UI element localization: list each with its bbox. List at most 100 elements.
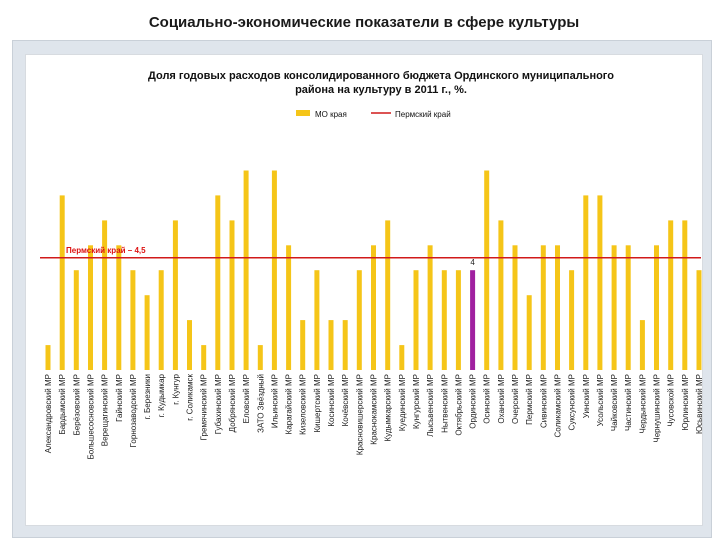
bar	[555, 245, 560, 370]
x-tick-label: ЗАТО Звёздный	[256, 374, 265, 433]
bar	[201, 345, 207, 370]
x-tick-label: Нытвенский МР	[440, 374, 449, 433]
x-tick-label: Чусовской МР	[667, 374, 676, 427]
x-tick-label: Кочёвский МР	[341, 374, 350, 426]
x-tick-label: Горнозаводский МР	[129, 374, 138, 447]
x-tick-label: Кунгурский МР	[412, 374, 421, 429]
bar	[583, 195, 589, 370]
x-tick-label: Суксунский МР	[568, 374, 577, 430]
bar	[271, 170, 277, 370]
slide-title: Социально-экономические показатели в сфе…	[148, 14, 580, 31]
x-tick-label: Ординский МР	[469, 374, 478, 429]
bar	[229, 220, 235, 370]
x-tick-label: Гайнский МР	[115, 374, 124, 422]
x-tick-label: Бардымский МР	[58, 374, 67, 435]
x-tick-label: Куединский МР	[398, 374, 407, 431]
x-tick-label: Краснокамский МР	[370, 374, 379, 445]
bar	[73, 270, 79, 370]
bar	[413, 270, 419, 370]
bar	[158, 270, 164, 370]
bar	[130, 270, 136, 370]
chart-panel: Доля годовых расходов консолидированного…	[25, 54, 703, 526]
x-tick-label: Ильинский МР	[270, 374, 279, 428]
chart: Доля годовых расходов консолидированного…	[40, 70, 702, 459]
x-tick-label: Чайковский МР	[610, 374, 619, 431]
x-tick-label: г. Березники	[143, 374, 152, 419]
x-tick-label: Карагайский МР	[285, 374, 294, 434]
bar	[427, 245, 433, 370]
x-tick-label: Гремячинский МР	[200, 374, 209, 440]
bar	[286, 245, 292, 370]
bar	[243, 170, 249, 370]
x-tick-label: Чернушинский МР	[653, 374, 662, 443]
x-tick-label: Верещагинский МР	[101, 374, 110, 446]
x-tick-label: Юсьвинский МР	[695, 374, 702, 434]
bar	[300, 320, 306, 370]
bar	[88, 245, 93, 370]
bar	[102, 220, 108, 370]
x-tick-label: Кизеловский МР	[299, 374, 308, 435]
bar	[45, 345, 51, 370]
x-tick-label: Губахинский МР	[214, 374, 223, 434]
x-tick-label: Пермский МР	[525, 374, 534, 425]
bar	[116, 245, 122, 370]
bar	[144, 295, 150, 370]
bar	[484, 170, 490, 370]
bar	[569, 270, 575, 370]
x-tick-label: Добрянский МР	[228, 374, 237, 432]
bar	[455, 270, 461, 370]
bar	[371, 245, 376, 370]
bar	[611, 245, 617, 370]
x-tick-label: Юрлинский МР	[681, 374, 690, 430]
bar	[172, 220, 178, 370]
x-tick-label: Кишертский МР	[313, 374, 322, 433]
x-tick-label: Уинский МР	[582, 374, 591, 418]
bar	[668, 220, 674, 370]
bar	[682, 220, 688, 370]
x-tick-label: Сивинский МР	[539, 374, 548, 428]
bar	[342, 320, 348, 370]
bar	[625, 245, 631, 370]
x-tick-label: Косинский МР	[327, 374, 336, 427]
x-tick-label: Очерский МР	[511, 374, 520, 424]
bar	[540, 245, 546, 370]
slide-frame: Доля годовых расходов консолидированного…	[12, 40, 712, 538]
bar	[328, 320, 334, 370]
reference-line-label: Пермский край – 4,5	[66, 246, 146, 255]
bar	[696, 270, 702, 370]
x-tick-label: Соликамский МР	[554, 374, 563, 437]
x-tick-label: г. Кунгур	[171, 373, 180, 404]
bar	[257, 345, 263, 370]
chart-title-line2: района на культуру в 2011 г., %.	[295, 84, 467, 96]
x-tick-label: Частинский МР	[624, 374, 633, 431]
x-tick-label: Чердынский МР	[638, 374, 647, 434]
bar	[59, 195, 65, 370]
bar	[498, 220, 504, 370]
legend-label-reference: Пермский край	[395, 110, 451, 119]
x-tick-label: Берёзовский МР	[72, 374, 81, 435]
bar	[639, 320, 645, 370]
x-tick-label: Красновишерский МР	[355, 374, 364, 455]
bar	[597, 195, 603, 370]
x-tick-label: Октябрьский МР	[454, 374, 463, 436]
bar	[187, 320, 192, 370]
x-tick-label: г. Соликамск	[186, 374, 195, 421]
bar	[215, 195, 221, 370]
x-tick-label: Оханский МР	[497, 374, 506, 424]
bar-highlight	[470, 270, 476, 370]
x-tick-label: Усольский МР	[596, 374, 605, 426]
bar	[356, 270, 362, 370]
legend-swatch-mo	[296, 110, 310, 116]
x-tick-label: Большесосновский МР	[87, 374, 96, 459]
x-tick-label: Осинский МР	[483, 374, 492, 424]
legend-label-mo: МО края	[315, 110, 347, 119]
bar	[526, 295, 532, 370]
x-tick-label: Лысьвенский МР	[426, 374, 435, 437]
x-tick-label: г. Кудымкар	[157, 373, 166, 417]
bar	[314, 270, 320, 370]
bar	[399, 345, 405, 370]
chart-title-line1: Доля годовых расходов консолидированного…	[148, 70, 614, 82]
bar	[385, 220, 391, 370]
bar	[654, 245, 659, 370]
x-tick-label: Еловский МР	[242, 374, 251, 423]
